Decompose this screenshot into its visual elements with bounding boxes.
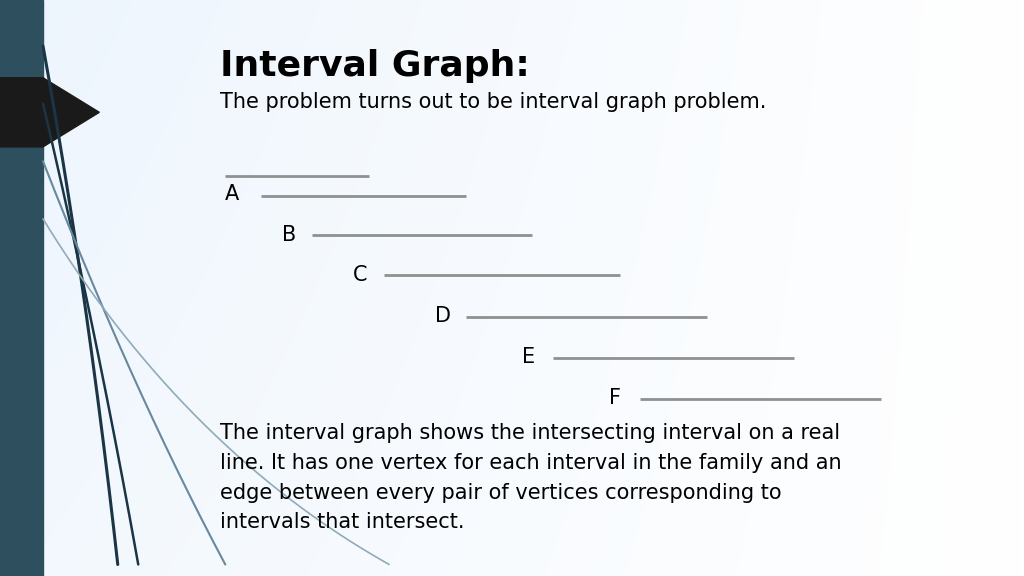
- Text: D: D: [435, 306, 452, 327]
- Text: B: B: [282, 225, 296, 245]
- Text: C: C: [353, 265, 368, 285]
- Text: Interval Graph:: Interval Graph:: [220, 49, 529, 83]
- Bar: [0, 0, 43, 576]
- Text: The problem turns out to be interval graph problem.: The problem turns out to be interval gra…: [220, 92, 767, 112]
- Text: A: A: [225, 184, 240, 204]
- Polygon shape: [0, 78, 99, 147]
- Text: F: F: [609, 388, 622, 408]
- Text: The interval graph shows the intersecting interval on a real
line. It has one ve: The interval graph shows the intersectin…: [220, 423, 842, 532]
- Text: E: E: [522, 347, 536, 367]
